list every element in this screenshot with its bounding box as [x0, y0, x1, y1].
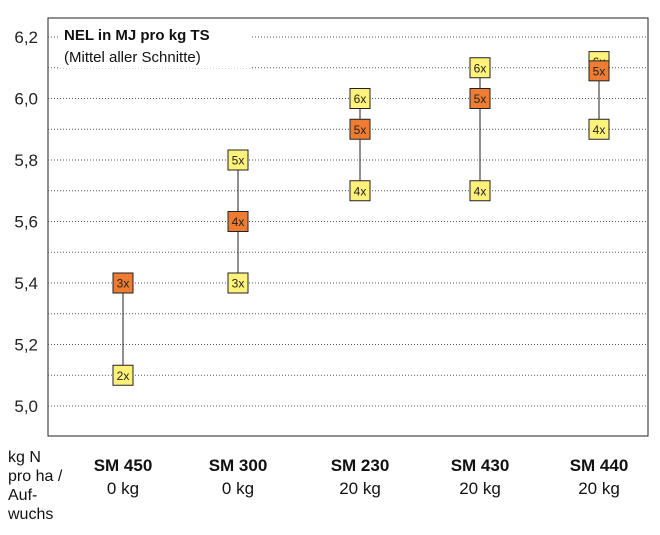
data-point-box — [469, 88, 491, 109]
chart-subtitle: (Mittel aller Schnitte) — [64, 49, 201, 66]
category-name: SM 440 — [570, 456, 629, 475]
x-axis-note-line: pro ha / — [8, 468, 63, 485]
data-point-box — [227, 211, 249, 232]
data-point-label: 5x — [232, 154, 245, 168]
data-point-label: 2x — [117, 369, 130, 383]
category-dose: 20 kg — [578, 479, 620, 498]
category-dose: 20 kg — [459, 479, 501, 498]
data-point-box — [112, 364, 134, 386]
x-axis-note-line: kg N — [8, 449, 41, 466]
data-point-label: 4x — [593, 123, 606, 137]
chart-title: NEL in MJ pro kg TS — [64, 27, 210, 44]
plot-area — [47, 17, 649, 437]
gridlines — [48, 36, 648, 407]
data-point-box — [227, 272, 249, 294]
data-point-box — [469, 180, 491, 202]
y-tick-labels: 6,2 6,0 5,8 5,6 5,4 5,2 5,0 — [14, 28, 38, 416]
x-axis-note-line: Auf- — [8, 487, 38, 504]
data-point-label: 3x — [232, 277, 245, 291]
category-name: SM 430 — [451, 456, 510, 475]
x-axis-note: kg N pro ha / Auf- wuchs — [8, 448, 62, 524]
data-point-box — [349, 88, 371, 109]
y-tick-label: 6,0 — [14, 90, 38, 109]
y-tick-label: 5,6 — [14, 213, 38, 232]
y-tick-label: 5,2 — [14, 336, 38, 355]
data-point-label: 4x — [232, 215, 245, 229]
category-name: SM 230 — [331, 456, 390, 475]
data-point-box — [349, 118, 371, 140]
category-dose: 20 kg — [339, 479, 381, 498]
x-axis-note-line: wuchs — [8, 506, 54, 523]
category-name: SM 300 — [209, 456, 268, 475]
y-tick-label: 6,2 — [14, 28, 38, 47]
data-point-box — [469, 57, 491, 79]
y-tick-label: 5,0 — [14, 397, 38, 416]
category-dose: 0 kg — [222, 479, 254, 498]
y-tick-label: 5,4 — [14, 274, 38, 293]
data-point-box — [112, 272, 134, 294]
title-background — [60, 22, 250, 68]
data-point-label: 5x — [474, 92, 487, 106]
range-series: 3x2x5x4x3x6x5x4x6x5x4x6x5x4x — [112, 51, 610, 386]
data-point-label: 4x — [354, 184, 367, 198]
data-point-box — [349, 180, 371, 202]
data-point-label: 5x — [354, 123, 367, 137]
category-labels: SM 450 0 kg SM 300 0 kg SM 230 20 kg SM 430 20 … — [94, 456, 629, 498]
data-point-box — [227, 149, 249, 171]
data-point-label: 4x — [474, 184, 487, 198]
data-point-label: 5x — [593, 64, 606, 78]
data-point-box — [588, 60, 610, 82]
data-point-label: 6x — [474, 61, 487, 75]
data-point-box — [588, 118, 610, 140]
category-dose: 0 kg — [107, 479, 139, 498]
data-point-label: 6x — [354, 92, 367, 106]
category-name: SM 450 — [94, 456, 153, 475]
data-point-label: 3x — [117, 277, 130, 291]
y-tick-label: 5,8 — [14, 151, 38, 170]
